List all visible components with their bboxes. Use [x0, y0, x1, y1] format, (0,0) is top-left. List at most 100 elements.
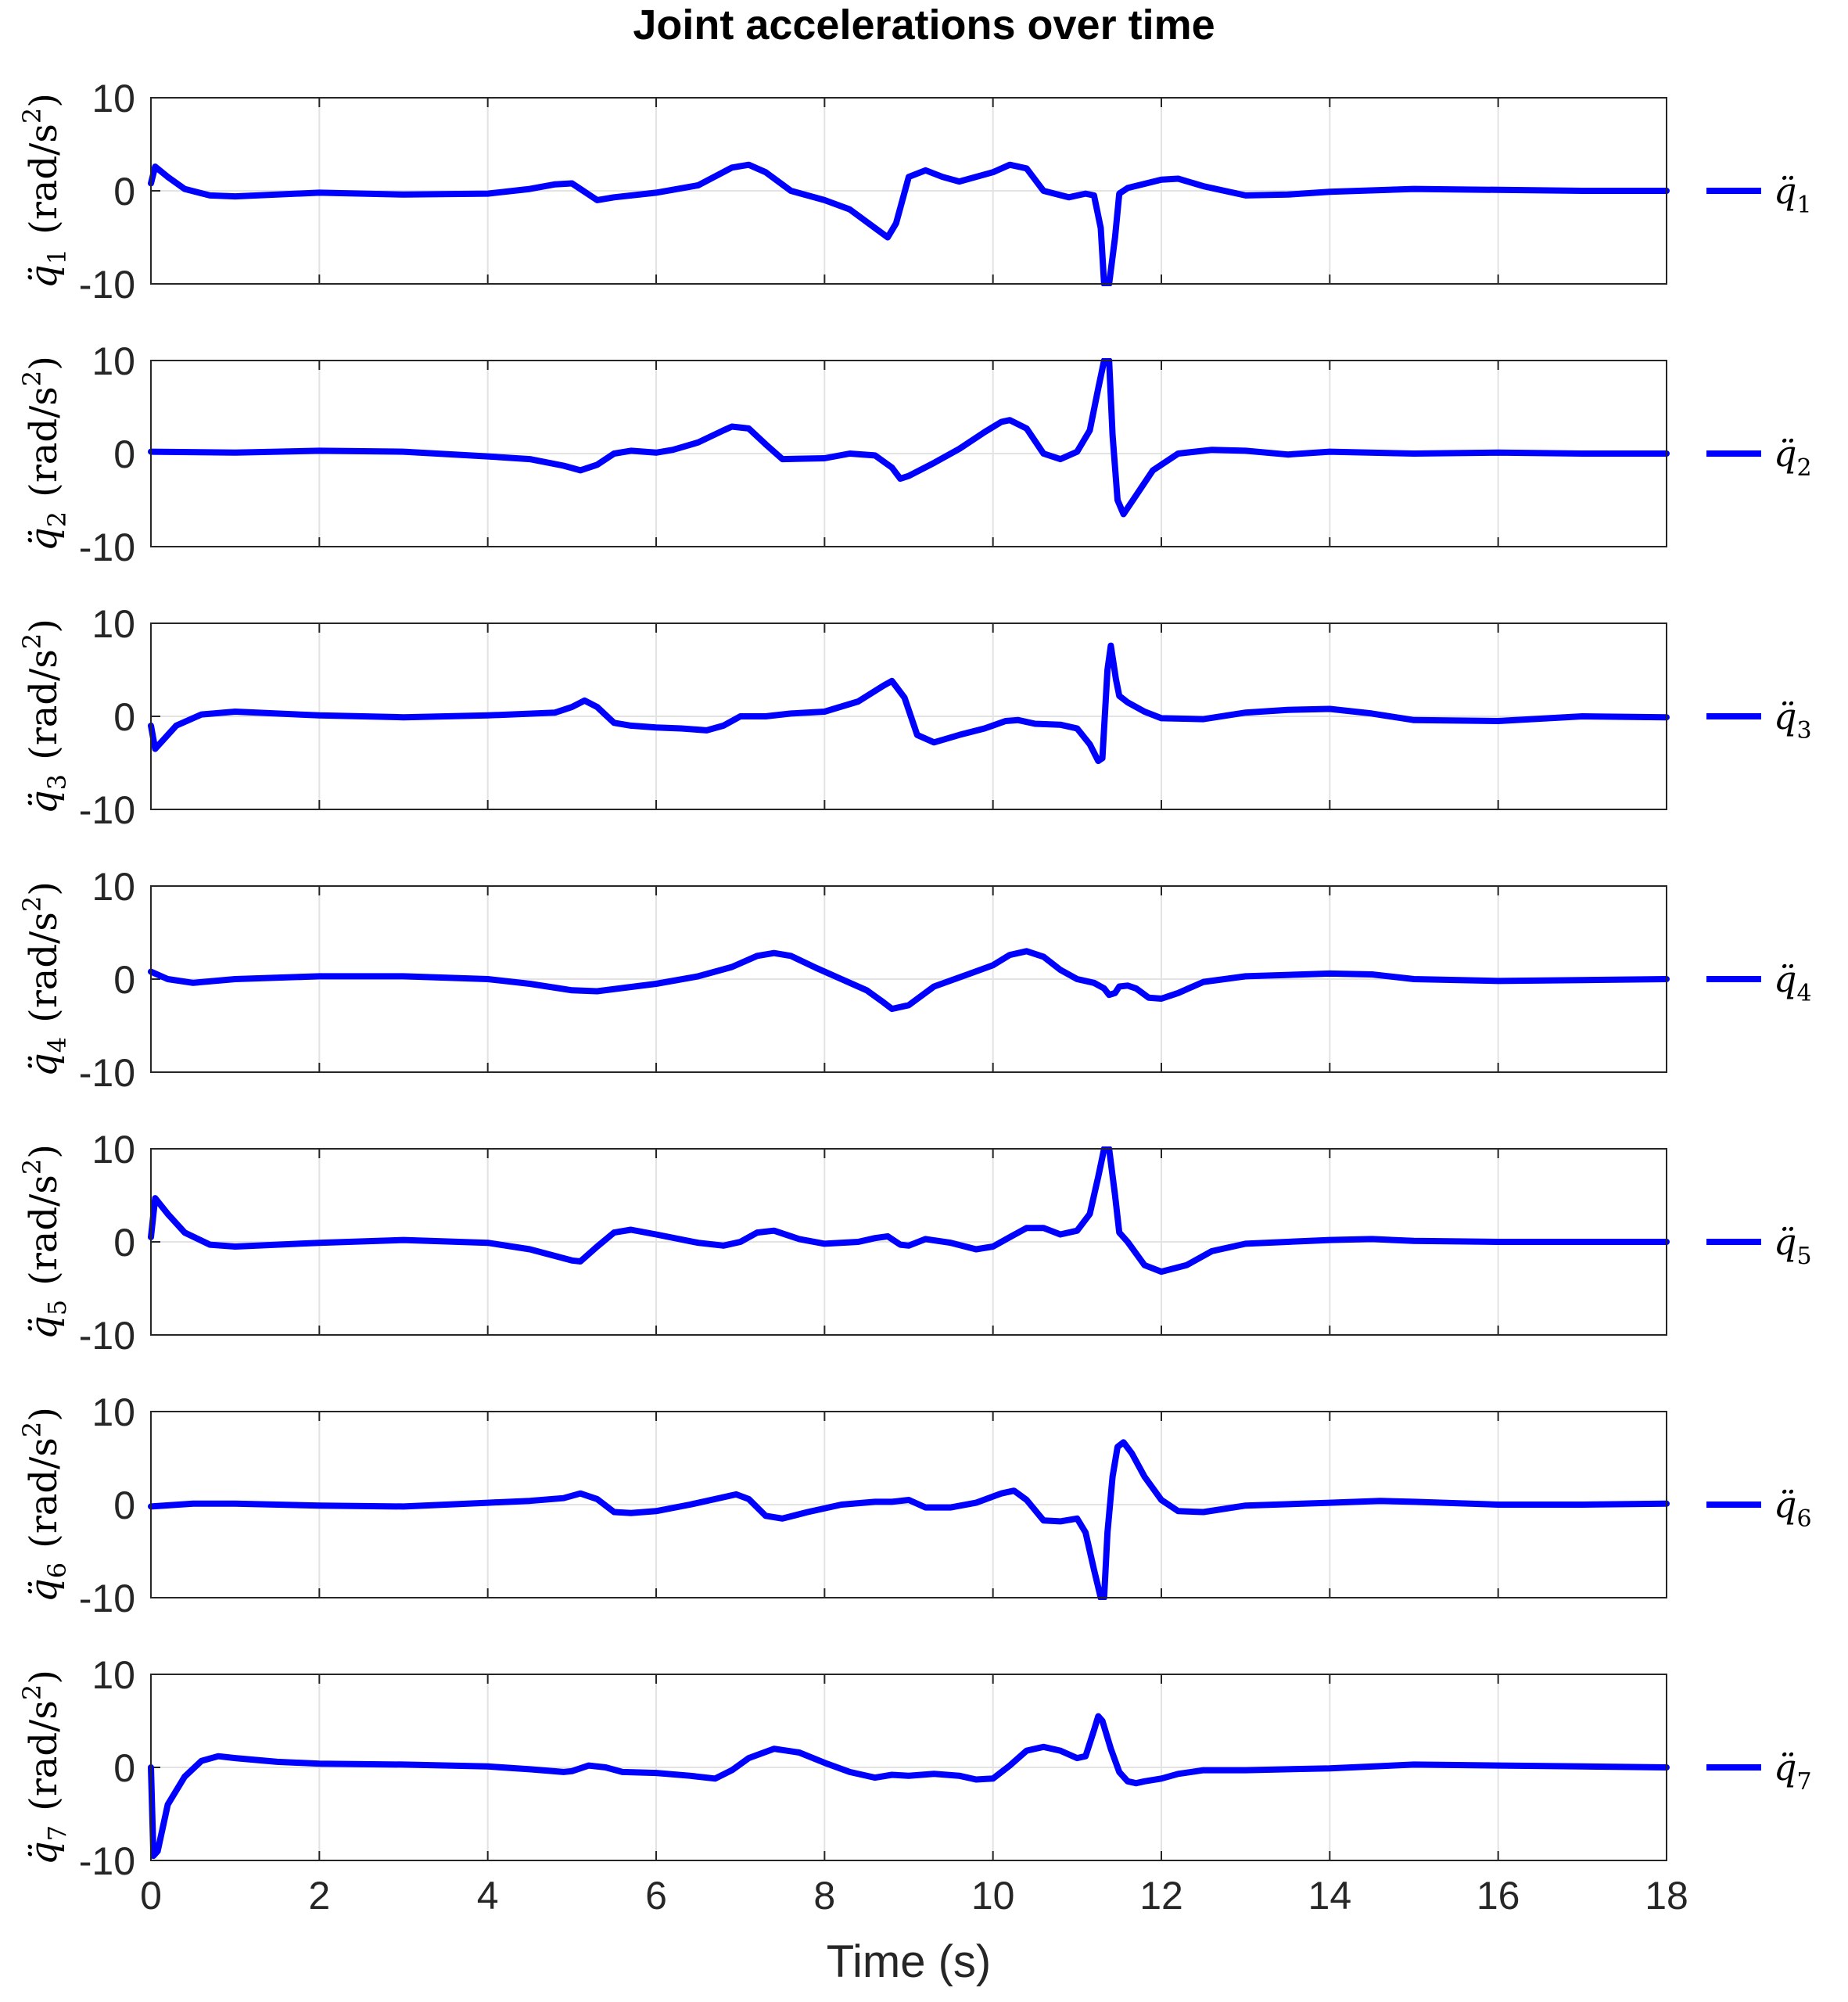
y-label-subscript: 2	[42, 511, 72, 527]
y-tick-label: 0	[113, 170, 135, 213]
legend-label-q5: q̈5	[1774, 1221, 1812, 1270]
legend-label-q7: q̈7	[1774, 1746, 1812, 1796]
y-tick-label: -10	[79, 526, 135, 569]
y-label-unit: (rad/s	[22, 1175, 66, 1286]
y-label-superscript: 2	[17, 1422, 47, 1437]
chart-title: Joint accelerations over time	[633, 2, 1215, 48]
y-label-symbol: q̈	[22, 1053, 66, 1077]
legend-subscript: 6	[1796, 1505, 1811, 1533]
x-tick-label: 8	[813, 1874, 835, 1918]
x-axis-label: Time (s)	[826, 1936, 992, 1987]
y-label-subscript: 3	[42, 774, 72, 790]
y-axis-label-6: q̈6 (rad/s2)	[17, 1407, 72, 1602]
x-tick-label: 0	[140, 1874, 162, 1918]
y-tick-label: 10	[92, 1128, 135, 1171]
y-label-close: )	[22, 619, 66, 633]
y-tick-label: 0	[113, 695, 135, 739]
y-label-superscript: 2	[17, 896, 47, 912]
y-label-symbol: q̈	[22, 264, 66, 289]
legend-symbol: q̈	[1774, 432, 1796, 475]
x-tick-label: 2	[308, 1874, 330, 1918]
legend-label-q4: q̈4	[1774, 958, 1812, 1007]
legend-symbol: q̈	[1774, 1746, 1796, 1789]
x-tick-label: 4	[477, 1874, 499, 1918]
x-tick-label: 18	[1645, 1874, 1688, 1918]
y-label-unit: (rad/s	[22, 1437, 66, 1548]
axes-box	[150, 360, 1667, 547]
y-tick-label: 0	[113, 958, 135, 1002]
y-tick-label: -10	[79, 1577, 135, 1620]
y-axis-label-5: q̈5 (rad/s2)	[17, 1144, 72, 1340]
y-tick-label: -10	[79, 1314, 135, 1358]
legend-symbol: q̈	[1774, 1484, 1796, 1526]
legend-label-q3: q̈3	[1774, 695, 1812, 744]
y-label-unit: (rad/s	[22, 649, 66, 760]
legend-subscript: 3	[1796, 717, 1811, 744]
y-label-superscript: 2	[17, 108, 47, 124]
y-axis-label-1: q̈1 (rad/s2)	[17, 93, 72, 289]
y-label-superscript: 2	[17, 633, 47, 649]
y-label-superscript: 2	[17, 1684, 47, 1700]
axes-box	[150, 622, 1667, 810]
y-label-subscript: 6	[42, 1562, 72, 1578]
x-tick-label: 6	[645, 1874, 667, 1918]
legend-symbol: q̈	[1774, 695, 1796, 737]
series-line-q5	[148, 1146, 1670, 1275]
y-tick-label: -10	[79, 263, 135, 307]
y-label-subscript: 5	[42, 1300, 72, 1315]
y-tick-label: 10	[92, 1390, 135, 1434]
y-tick-label: 0	[113, 1484, 135, 1527]
series-line-q4	[148, 948, 1670, 1013]
y-axis-label-7: q̈7 (rad/s2)	[17, 1670, 72, 1865]
legend-label-q6: q̈6	[1774, 1484, 1812, 1533]
legend-subscript: 5	[1796, 1243, 1811, 1270]
y-tick-label: 10	[92, 1653, 135, 1697]
y-tick-label: 10	[92, 602, 135, 646]
x-tick-label: 10	[971, 1874, 1015, 1918]
y-axis-label-3: q̈3 (rad/s2)	[17, 619, 72, 814]
legend-subscript: 4	[1796, 980, 1811, 1007]
series-line-q3	[148, 642, 1670, 765]
y-tick-label: -10	[79, 1051, 135, 1095]
x-tick-label: 12	[1139, 1874, 1183, 1918]
x-tick-label: 16	[1477, 1874, 1520, 1918]
y-label-symbol: q̈	[22, 1841, 66, 1865]
series-line-q2	[148, 358, 1670, 518]
y-tick-label: 10	[92, 339, 135, 383]
y-label-close: )	[22, 93, 66, 108]
y-tick-label: 10	[92, 865, 135, 909]
legend-label-q2: q̈2	[1774, 432, 1812, 482]
axes-box	[150, 97, 1667, 285]
y-label-superscript: 2	[17, 1159, 47, 1175]
y-label-close: )	[22, 1407, 66, 1422]
y-tick-label: -10	[79, 1839, 135, 1883]
y-axis-label-4: q̈4 (rad/s2)	[17, 881, 72, 1077]
y-label-unit: (rad/s	[22, 1700, 66, 1811]
y-label-unit: (rad/s	[22, 124, 66, 235]
legend-symbol: q̈	[1774, 1221, 1796, 1263]
y-tick-label: 0	[113, 1221, 135, 1265]
y-label-subscript: 4	[42, 1037, 72, 1053]
y-label-unit: (rad/s	[22, 386, 66, 497]
legend-symbol: q̈	[1774, 958, 1796, 1000]
legend-symbol: q̈	[1774, 170, 1796, 212]
y-label-close: )	[22, 356, 66, 371]
y-label-symbol: q̈	[22, 1315, 66, 1340]
y-label-subscript: 7	[42, 1825, 72, 1841]
axes-box	[150, 1674, 1667, 1861]
y-label-symbol: q̈	[22, 527, 66, 551]
y-label-close: )	[22, 1670, 66, 1684]
y-label-superscript: 2	[17, 371, 47, 386]
legend-subscript: 7	[1796, 1768, 1811, 1796]
y-label-close: )	[22, 1144, 66, 1159]
legend-subscript: 1	[1796, 192, 1811, 219]
legend-subscript: 2	[1796, 454, 1811, 482]
y-label-close: )	[22, 881, 66, 896]
x-tick-label: 14	[1308, 1874, 1352, 1918]
axes-box	[150, 1411, 1667, 1598]
